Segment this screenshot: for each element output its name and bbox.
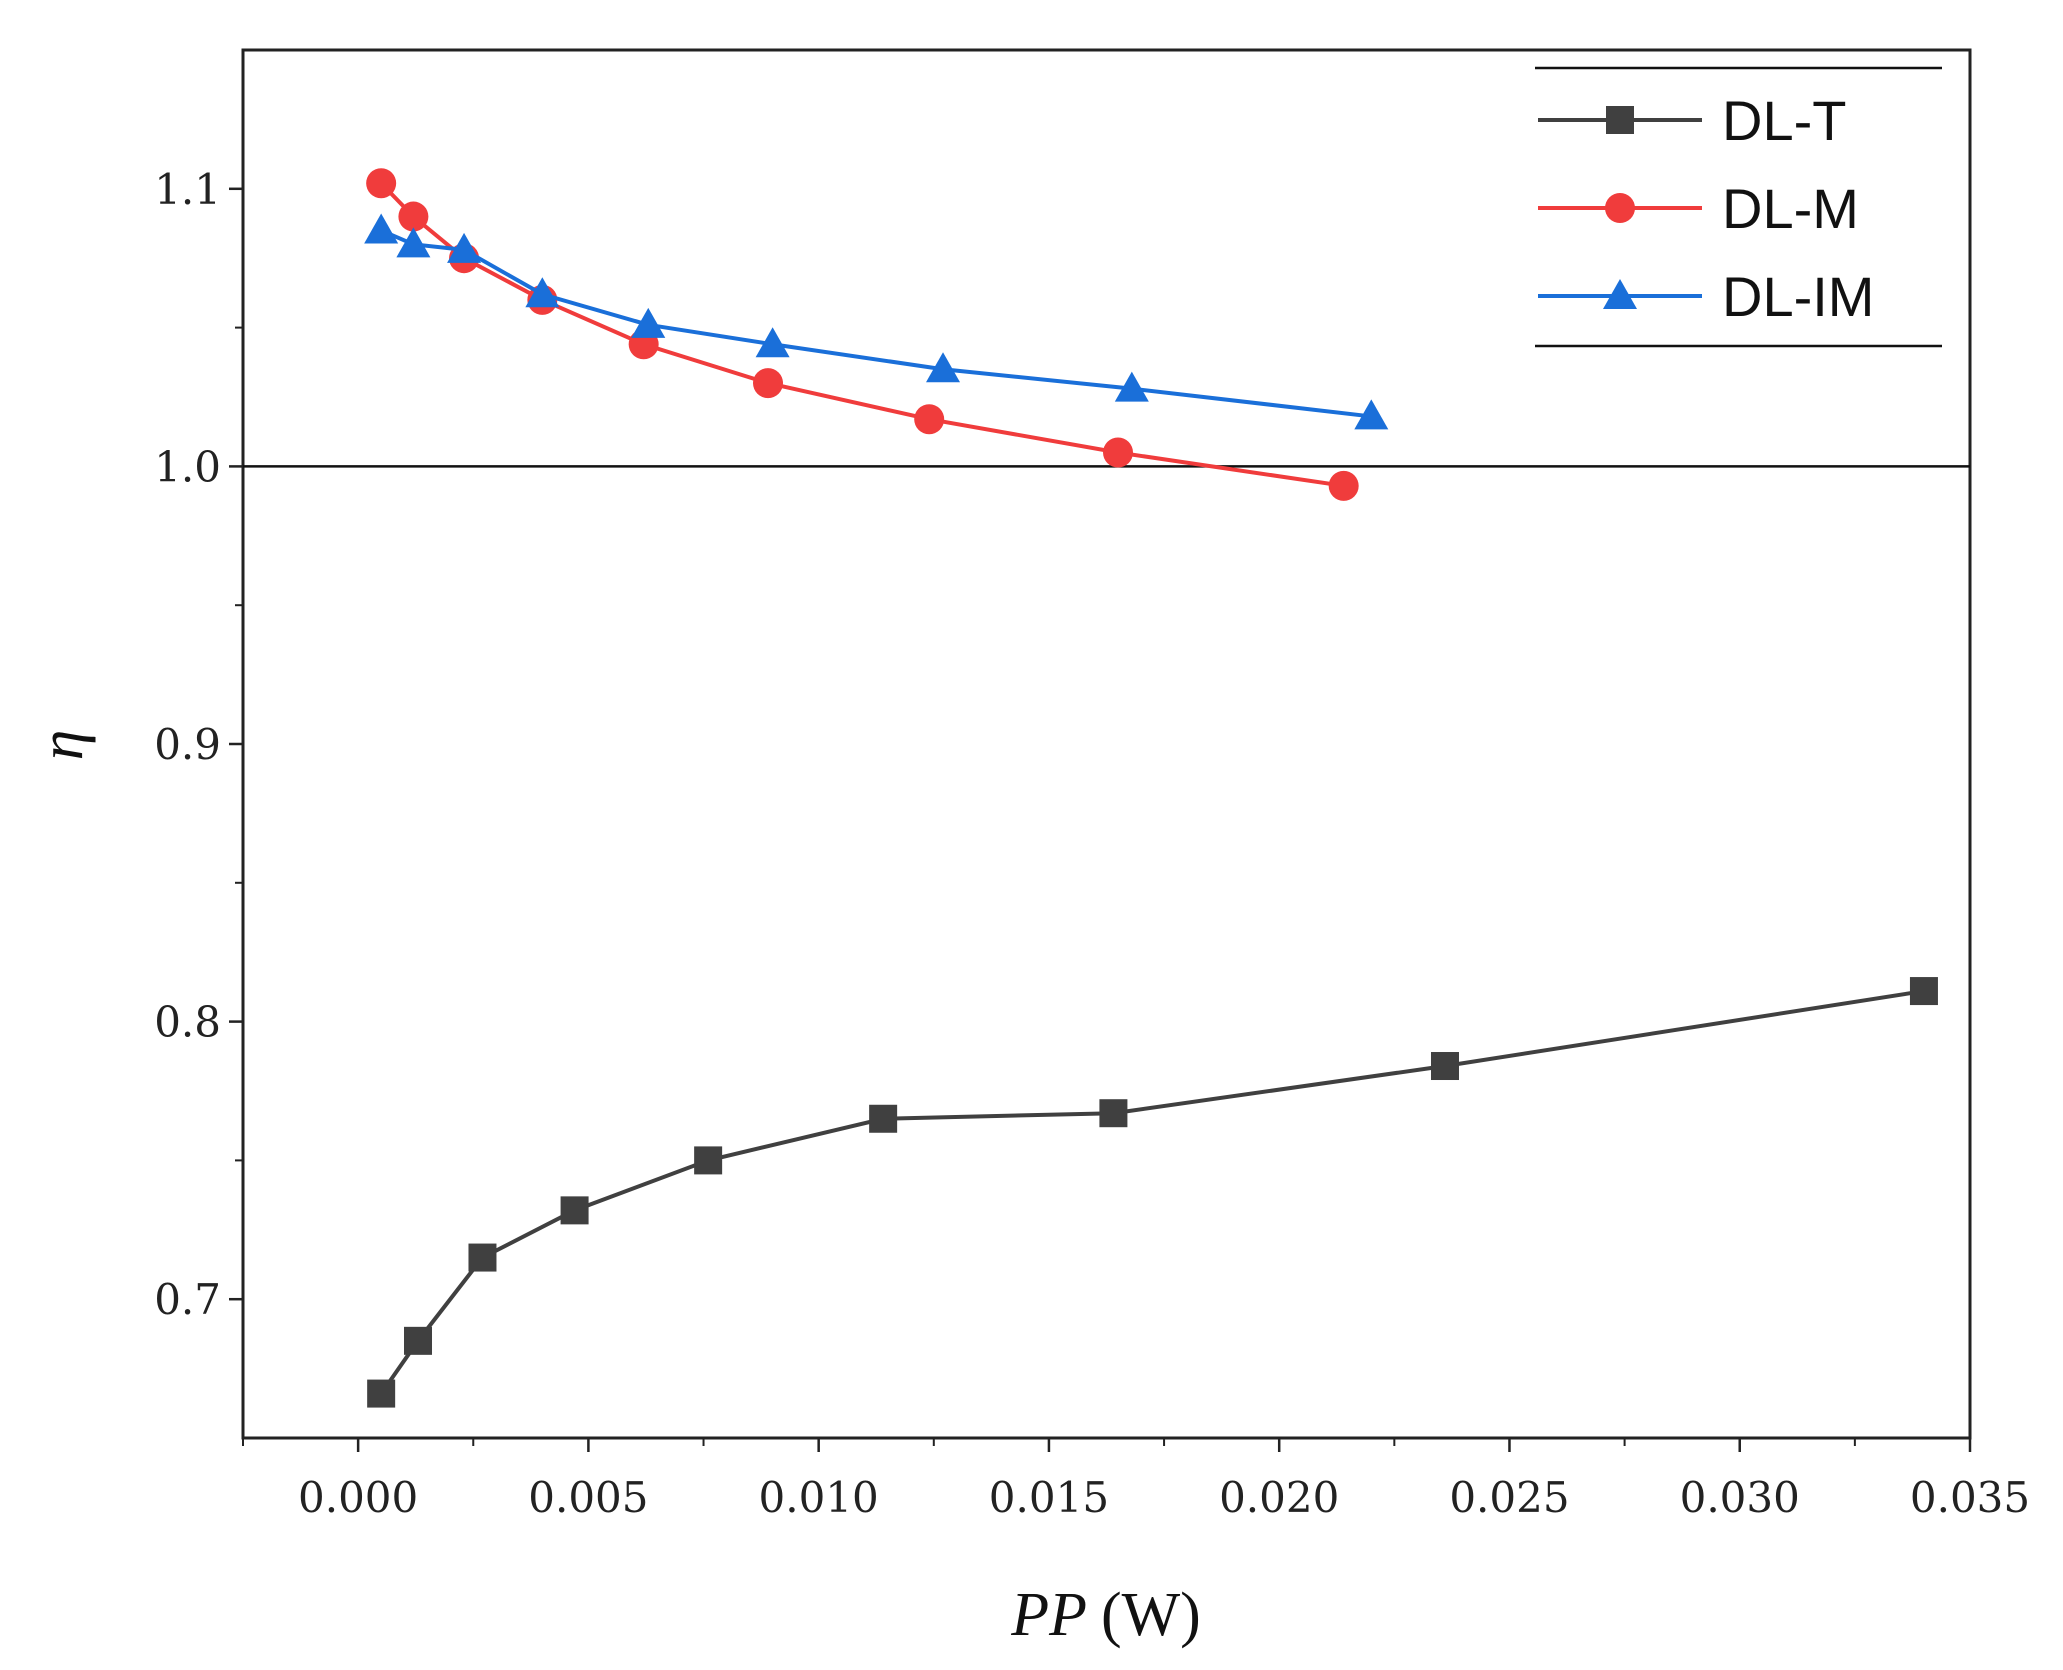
y-tick-label: 0.9	[154, 720, 221, 769]
y-tick-label: 0.8	[154, 998, 221, 1047]
x-axis-symbol: PP	[1010, 1581, 1087, 1649]
legend-marker-dl-im	[1603, 279, 1637, 309]
y-tick-label: 1.1	[154, 165, 221, 214]
x-axis-unit: (W)	[1101, 1581, 1201, 1649]
legend-label-dl-m: DL-M	[1722, 177, 1859, 240]
data-point-dl-t	[560, 1196, 589, 1225]
legend-item-dl-im: DL-IM	[1538, 265, 1874, 328]
series-dl-m	[366, 168, 1359, 501]
data-point-dl-t	[367, 1379, 396, 1408]
series-dl-im	[364, 213, 1389, 430]
x-tick-label: 0.030	[1680, 1473, 1800, 1522]
series-layer	[364, 168, 1938, 1408]
data-point-dl-t	[869, 1104, 898, 1133]
series-dl-t	[367, 977, 1938, 1408]
y-axis-title: η	[28, 730, 96, 761]
data-point-dl-im	[926, 352, 961, 383]
y-tick-label: 0.7	[154, 1275, 221, 1324]
legend-item-dl-m: DL-M	[1538, 177, 1859, 240]
data-point-dl-im	[396, 227, 431, 258]
x-axis: 0.000 0.005 0.010 0.015 0.020 0.025 0.030 0.035	[242, 1438, 2030, 1522]
series-line-dl-m	[379, 181, 1344, 488]
legend-marker-dl-m	[1605, 193, 1635, 223]
data-point-dl-t	[1430, 1052, 1459, 1081]
x-tick-label: 0.010	[759, 1473, 879, 1522]
x-tick-label: 0.015	[989, 1473, 1109, 1522]
data-point-dl-im	[447, 232, 482, 263]
x-tick-label: 0.020	[1219, 1473, 1339, 1522]
data-point-dl-im	[755, 327, 790, 358]
plot-frame	[241, 48, 1972, 1440]
data-point-dl-im	[364, 213, 399, 244]
data-point-dl-im	[1114, 371, 1149, 402]
data-point-dl-m	[1328, 470, 1359, 501]
series-line-dl-t	[379, 989, 1925, 1395]
y-tick-label: 1.0	[154, 442, 221, 491]
legend-marker-dl-t	[1606, 106, 1634, 134]
data-point-dl-t	[468, 1243, 497, 1272]
legend-item-dl-t: DL-T	[1538, 89, 1846, 152]
data-point-dl-m	[914, 404, 945, 435]
legend-label-dl-t: DL-T	[1722, 89, 1846, 152]
data-point-dl-t	[694, 1146, 723, 1175]
x-tick-label: 0.025	[1449, 1473, 1569, 1522]
data-point-dl-im	[631, 307, 666, 338]
x-tick-label: 0.005	[528, 1473, 648, 1522]
data-point-dl-im	[525, 277, 560, 308]
x-axis-title: PP (W)	[1010, 1581, 1201, 1649]
y-axis: 0.7 0.8 0.9 1.0 1.1	[154, 165, 243, 1324]
legend-label-dl-im: DL-IM	[1722, 265, 1874, 328]
x-tick-label: 0.000	[298, 1473, 418, 1522]
data-point-dl-t	[404, 1326, 433, 1355]
data-point-dl-im	[1354, 399, 1389, 430]
data-point-dl-m	[1103, 437, 1134, 468]
data-point-dl-t	[1099, 1099, 1128, 1128]
legend: DL-T DL-M DL-IM	[1535, 66, 1942, 348]
data-point-dl-m	[753, 368, 784, 399]
data-point-dl-m	[366, 168, 397, 199]
series-line-dl-im	[380, 228, 1372, 419]
x-tick-label: 0.035	[1910, 1473, 2030, 1522]
data-point-dl-m	[398, 201, 429, 232]
data-point-dl-t	[1909, 977, 1938, 1006]
